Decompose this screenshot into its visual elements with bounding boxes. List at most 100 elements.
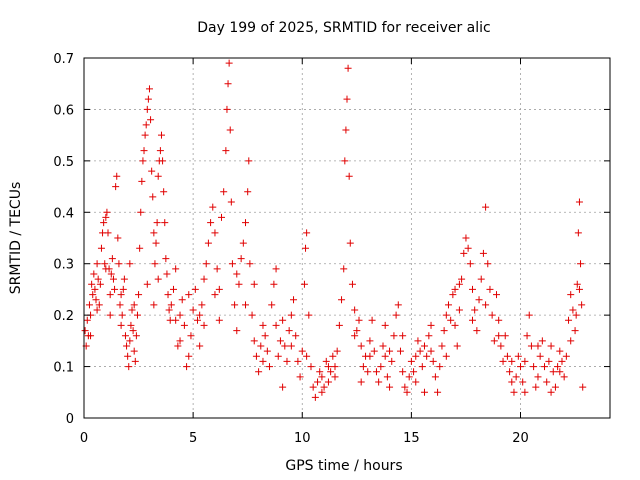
data-point <box>316 368 324 376</box>
data-point <box>128 306 136 314</box>
data-point <box>116 301 124 309</box>
data-point <box>327 368 335 376</box>
data-point <box>279 383 287 391</box>
data-point <box>100 219 108 227</box>
data-point <box>412 352 420 360</box>
data-point <box>250 280 258 288</box>
data-point <box>324 363 332 371</box>
data-point <box>154 275 162 283</box>
data-point <box>401 383 409 391</box>
y-tick-label: 0.7 <box>53 52 74 67</box>
data-point <box>224 80 232 88</box>
data-point <box>346 239 354 247</box>
data-point <box>106 291 114 299</box>
data-point <box>523 332 531 340</box>
data-point <box>101 260 109 268</box>
data-point <box>490 337 498 345</box>
data-point <box>309 383 317 391</box>
data-point <box>272 321 280 329</box>
data-point <box>165 306 173 314</box>
data-point <box>259 357 267 365</box>
data-point <box>534 342 542 350</box>
data-point <box>425 332 433 340</box>
data-point <box>176 337 184 345</box>
data-point <box>164 291 172 299</box>
data-point <box>272 265 280 273</box>
data-point <box>178 296 186 304</box>
data-point <box>562 352 570 360</box>
data-point <box>372 368 380 376</box>
data-point <box>90 270 98 278</box>
data-point <box>569 306 577 314</box>
data-point <box>233 327 241 335</box>
data-point <box>202 260 210 268</box>
data-point <box>503 352 511 360</box>
data-point <box>434 388 442 396</box>
data-point <box>119 285 127 293</box>
data-point <box>549 368 557 376</box>
data-point <box>290 296 298 304</box>
data-point <box>342 126 350 134</box>
data-point <box>420 342 428 350</box>
data-point <box>475 296 483 304</box>
data-points <box>81 59 587 401</box>
data-point <box>140 147 148 155</box>
data-point <box>156 147 164 155</box>
data-point <box>276 337 284 345</box>
data-point <box>87 332 95 340</box>
data-point <box>482 203 490 211</box>
data-point <box>296 373 304 381</box>
data-point <box>153 219 161 227</box>
data-point <box>366 352 374 360</box>
data-point <box>381 352 389 360</box>
data-point <box>510 388 518 396</box>
data-point <box>464 244 472 252</box>
data-point <box>239 239 247 247</box>
data-point <box>396 347 404 355</box>
data-point <box>259 321 267 329</box>
data-point <box>95 301 103 309</box>
data-point <box>399 332 407 340</box>
data-point <box>281 342 289 350</box>
data-point <box>392 311 400 319</box>
data-point <box>403 388 411 396</box>
data-point <box>322 357 330 365</box>
plot-frame <box>83 57 611 419</box>
data-point <box>558 357 566 365</box>
data-point <box>579 383 587 391</box>
data-point <box>137 208 145 216</box>
data-point <box>497 342 505 350</box>
data-point <box>113 172 121 180</box>
x-axis-label: GPS time / hours <box>285 458 402 474</box>
data-point <box>530 363 538 371</box>
data-point <box>144 95 152 103</box>
data-point <box>270 280 278 288</box>
data-point <box>302 244 310 252</box>
y-tick-label: 0.2 <box>53 309 74 324</box>
data-point <box>223 105 231 113</box>
data-point <box>538 337 546 345</box>
data-point <box>180 321 188 329</box>
data-point <box>344 64 352 72</box>
data-point <box>468 285 476 293</box>
data-point <box>225 59 233 67</box>
data-point <box>521 357 529 365</box>
data-point <box>329 352 337 360</box>
data-point <box>412 378 420 386</box>
data-point <box>499 357 507 365</box>
y-tick-label: 0.3 <box>53 258 74 273</box>
data-point <box>414 337 422 345</box>
data-point <box>348 280 356 288</box>
data-point <box>198 301 206 309</box>
data-point <box>207 219 215 227</box>
data-point <box>473 327 481 335</box>
data-point <box>191 285 199 293</box>
data-point <box>227 198 235 206</box>
data-point <box>81 327 89 335</box>
data-point <box>303 229 311 237</box>
data-point <box>357 342 365 350</box>
data-point <box>442 352 450 360</box>
data-point <box>573 280 581 288</box>
data-point <box>368 316 376 324</box>
